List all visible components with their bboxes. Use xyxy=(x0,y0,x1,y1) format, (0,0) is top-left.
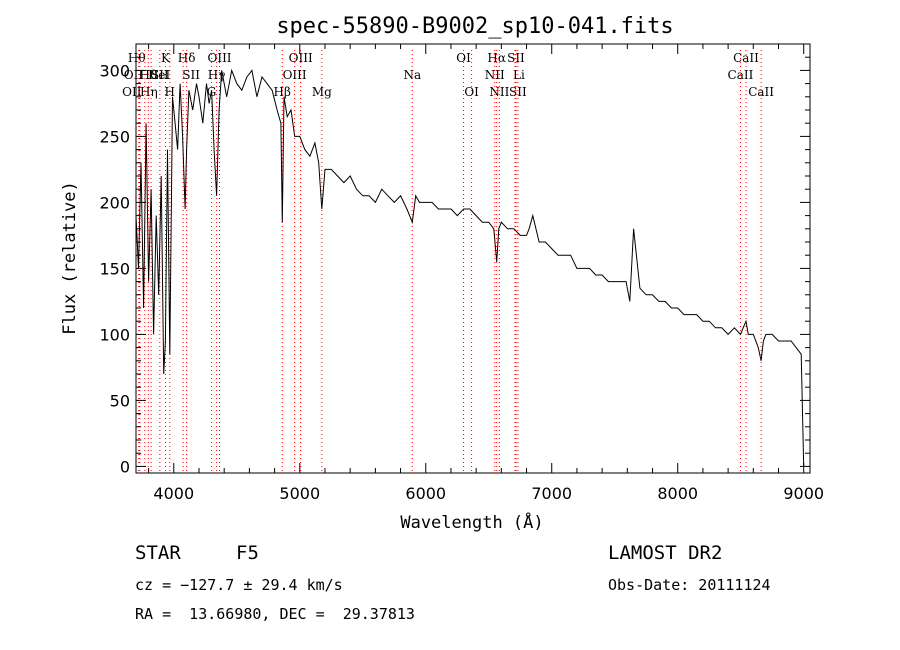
x-tick-label: 7000 xyxy=(531,484,572,503)
line-label: OI xyxy=(464,85,479,99)
line-label: HeI xyxy=(148,68,171,82)
line-label: K xyxy=(161,51,171,65)
chart-title: spec-55890-B9002_sp10-041.fits xyxy=(276,14,673,39)
x-tick-label: 8000 xyxy=(657,484,698,503)
line-label: NII xyxy=(485,68,505,82)
line-label: Hθ xyxy=(128,51,146,65)
line-label: CaII xyxy=(733,51,759,65)
obs-date: Obs-Date: 20111124 xyxy=(608,576,771,594)
line-label: NII xyxy=(489,85,509,99)
y-axis: 0 50 100 150 200 250 300 xyxy=(99,43,810,476)
line-label: SII xyxy=(509,85,527,99)
y-tick-label: 50 xyxy=(110,391,130,410)
line-label: SII xyxy=(182,68,200,82)
plot-frame xyxy=(135,43,811,474)
coordinates: RA = 13.66980, DEC = 29.37813 xyxy=(135,605,415,623)
line-label: OIII xyxy=(289,51,313,65)
line-label: OIII xyxy=(283,68,307,82)
y-tick-label: 100 xyxy=(99,325,130,344)
line-label: CaII xyxy=(728,68,754,82)
line-label: SII xyxy=(151,68,169,82)
y-tick-label: 250 xyxy=(99,127,130,146)
y-tick-label: 0 xyxy=(120,457,130,476)
line-label: Hθ xyxy=(139,68,157,82)
line-label: Hη xyxy=(140,85,158,99)
line-label: OII xyxy=(124,68,144,82)
line-label: OII xyxy=(122,85,142,99)
line-label: OIII xyxy=(207,51,231,65)
object-class: STAR xyxy=(135,542,181,564)
y-tick-label: 300 xyxy=(99,61,130,80)
x-tick-label: 9000 xyxy=(783,484,824,503)
line-label: CaII xyxy=(748,85,774,99)
x-axis: 4000 5000 6000 7000 8000 9000 xyxy=(148,44,824,503)
survey-name: LAMOST DR2 xyxy=(608,542,723,564)
x-tick-label: 4000 xyxy=(153,484,194,503)
line-label: Hβ xyxy=(274,85,291,99)
line-label: Hδ xyxy=(178,51,196,65)
object-subclass: F5 xyxy=(236,542,259,564)
line-label: Mg xyxy=(312,85,332,99)
line-label: SII xyxy=(507,51,525,65)
y-tick-label: 150 xyxy=(99,259,130,278)
line-label: H xyxy=(165,85,175,99)
line-label: Na xyxy=(403,68,421,82)
redshift-text: cz = −127.7 ± 29.4 km/s xyxy=(135,576,343,594)
x-axis-label: Wavelength (Å) xyxy=(400,511,543,533)
line-label: OI xyxy=(456,51,471,65)
y-axis-label: Flux (relative) xyxy=(60,181,80,335)
spectrum-line xyxy=(135,68,805,467)
y-tick-label: 200 xyxy=(99,193,130,212)
line-label: Hα xyxy=(487,51,506,65)
line-label: Li xyxy=(513,68,525,82)
x-tick-label: 6000 xyxy=(405,484,446,503)
x-tick-label: 5000 xyxy=(279,484,320,503)
spectral-line-markers xyxy=(138,50,762,473)
